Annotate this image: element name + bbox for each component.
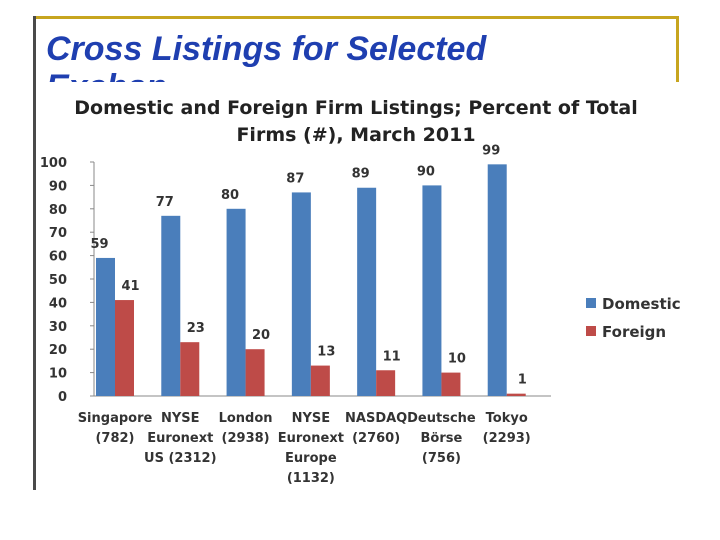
data-label-foreign: 10 xyxy=(448,352,466,367)
legend-swatch-domestic xyxy=(586,298,596,308)
x-category-label: (756) xyxy=(422,451,461,466)
y-tick-label: 0 xyxy=(58,390,67,405)
y-tick-label: 60 xyxy=(49,250,67,265)
x-category-label: Börse xyxy=(421,431,463,446)
data-label-domestic: 99 xyxy=(482,143,500,158)
x-category-label: Euronext xyxy=(147,431,213,446)
chart-container: Domestic and Foreign Firm Listings; Perc… xyxy=(36,82,684,492)
data-label-foreign: 23 xyxy=(187,321,205,336)
x-category-label: NASDAQ xyxy=(345,411,407,426)
bar-domestic xyxy=(357,187,377,396)
bar-foreign xyxy=(245,349,265,396)
slide-frame-top-line xyxy=(33,16,677,19)
data-label-domestic: 89 xyxy=(352,167,370,182)
slide-frame-left-line xyxy=(33,16,36,490)
y-tick-label: 90 xyxy=(49,179,67,194)
x-category-label: NYSE xyxy=(161,411,200,426)
x-category-label: (2760) xyxy=(352,431,400,446)
bar-foreign xyxy=(115,300,134,396)
data-label-foreign: 20 xyxy=(252,328,270,343)
data-label-domestic: 90 xyxy=(417,164,435,179)
data-label-domestic: 59 xyxy=(90,237,108,252)
data-label-foreign: 13 xyxy=(317,345,335,360)
bar-foreign xyxy=(441,372,461,396)
data-label-domestic: 80 xyxy=(221,188,239,203)
slide-title-second-line: Exchanges xyxy=(46,70,166,85)
x-category-label: Tokyo xyxy=(486,411,528,426)
x-category-label: London xyxy=(219,411,273,426)
x-category-label: Deutsche xyxy=(407,411,476,426)
y-tick-label: 80 xyxy=(49,203,67,218)
bar-foreign xyxy=(310,365,330,396)
bar-domestic xyxy=(161,215,181,396)
legend-label-foreign: Foreign xyxy=(602,323,666,341)
bar-chart: Domestic and Foreign Firm Listings; Perc… xyxy=(40,97,681,486)
x-category-label: (2938) xyxy=(222,431,270,446)
bar-foreign xyxy=(180,342,200,396)
legend-swatch-foreign xyxy=(586,326,596,336)
bar-domestic xyxy=(291,192,311,396)
y-tick-label: 40 xyxy=(49,296,67,311)
bar-domestic xyxy=(226,208,246,396)
chart-title-line: Domestic and Foreign Firm Listings; Perc… xyxy=(74,97,637,119)
x-category-label: US (2312) xyxy=(144,451,217,466)
x-category-label: Singapore xyxy=(78,411,153,426)
data-label-domestic: 87 xyxy=(286,171,304,186)
x-category-label: (2293) xyxy=(483,431,531,446)
bar-foreign xyxy=(376,370,396,396)
data-label-foreign: 11 xyxy=(383,349,401,364)
y-tick-label: 20 xyxy=(49,343,67,358)
chart-title-line: Firms (#), March 2011 xyxy=(236,124,475,146)
data-label-foreign: 41 xyxy=(121,279,139,294)
y-tick-label: 100 xyxy=(40,156,67,171)
data-label-domestic: 77 xyxy=(156,195,174,210)
bar-domestic xyxy=(422,185,442,396)
y-tick-label: 30 xyxy=(49,320,67,335)
y-tick-label: 50 xyxy=(49,273,67,288)
data-label-foreign: 1 xyxy=(518,373,527,388)
x-category-label: Europe xyxy=(285,451,337,466)
slide-title: Cross Listings for Selected xyxy=(46,30,487,68)
x-category-label: (1132) xyxy=(287,471,335,486)
bar-foreign xyxy=(506,393,526,396)
y-tick-label: 10 xyxy=(49,367,67,382)
x-category-label: (782) xyxy=(95,431,134,446)
bar-domestic xyxy=(487,164,507,396)
y-tick-label: 70 xyxy=(49,226,67,241)
legend-label-domestic: Domestic xyxy=(602,295,681,313)
bar-domestic xyxy=(96,257,115,396)
x-category-label: NYSE xyxy=(292,411,331,426)
slide-frame-right-line xyxy=(676,16,679,84)
x-category-label: Euronext xyxy=(278,431,344,446)
